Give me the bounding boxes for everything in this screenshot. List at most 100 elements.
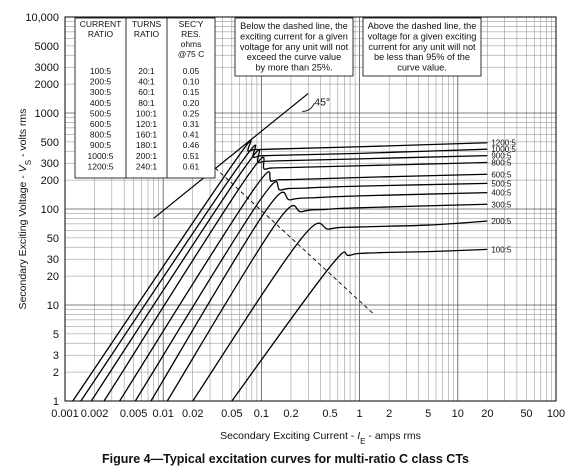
ratio-table-cell: 240:1 [136,161,158,171]
x-tick-label: 0.2 [283,408,298,420]
ratio-table-cell: 500:5 [90,108,112,118]
ratio-table-cell: 600:5 [90,119,112,129]
y-tick-label: 20 [47,271,59,283]
y-tick-label: 5 [53,329,59,341]
ratio-table-cell: 200:1 [136,151,158,161]
ratio-table-cell: 100:1 [136,108,158,118]
x-tick-label: 0.5 [322,408,337,420]
y-tick-label: 3 [53,350,59,362]
y-tick-label: 300 [41,158,59,170]
ratio-table-cell: 0.15 [183,87,200,97]
x-tick-label: 1 [357,408,363,420]
annotation-line: by more than 25%. [255,63,332,73]
x-tick-label: 10 [452,408,464,420]
ratio-table-header: CURRENT [80,19,122,29]
ratio-table-header: RES. [181,29,201,39]
y-tick-label: 500 [41,137,59,149]
x-tick-label: 0.01 [152,408,173,420]
ratio-table-cell: 0.51 [183,151,200,161]
annotation-line: Below the dashed line, the [240,21,348,31]
curve-400-5 [150,191,488,402]
curve-label: 200:5 [491,217,512,226]
annotation-line: curve value. [397,63,447,73]
x-tick-label: 0.005 [120,408,148,420]
annotation-box [234,17,354,77]
ratio-table-cell: 0.41 [183,130,200,140]
excitation-curves [72,139,488,402]
curve-label: 100:5 [491,245,512,254]
excitation-chart: 45° 1200:51000:5900:5800:5600:5500:5400:… [17,12,565,446]
curve-label: 800:5 [491,159,512,168]
y-tick-label: 2 [53,367,59,379]
y-tick-label: 1000 [35,108,59,120]
ratio-table-cell: 900:5 [90,140,112,150]
y-tick-label: 100 [41,204,59,216]
curve-900-5 [90,149,488,402]
ratio-table-cell: 200:5 [90,77,112,87]
45-degree-label: 45° [314,96,330,108]
x-tick-label: 0.1 [254,408,269,420]
45-degree-arc [302,103,315,112]
ratio-table-header: @75 C [178,49,205,59]
curve-600-5 [119,171,488,402]
ratio-table-header: RATIO [88,29,114,39]
ratio-table-cell: 120:1 [136,119,158,129]
knee-dashed-line [209,162,375,315]
ratio-table-cell: 80:1 [138,98,155,108]
reference-lines: 45° [153,92,375,315]
ratio-table-frame [74,17,216,179]
x-tick-labels: 0.001 0.002 0.005 0.01 0.02 0.05 0.1 0.2 0.5 1 2 5 1… [51,408,565,420]
curve-500-5 [134,180,488,402]
x-tick-label: 2 [386,408,392,420]
ratio-table-cell: 0.10 [183,77,200,87]
ratio-table-cell: 180:1 [136,140,158,150]
x-tick-label: 0.001 [51,408,79,420]
ratio-table-cell: 0.25 [183,108,200,118]
curve-800-5 [103,156,488,402]
plot-frame [64,16,557,402]
annotation-line: exciting current for a given [240,31,348,41]
ratio-table-header: SEC'Y [179,19,204,29]
x-tick-label: 20 [481,408,493,420]
45-degree-line [153,92,309,219]
annotation-line: exceed the curve value [247,52,342,62]
y-tick-label: 200 [41,175,59,187]
y-axis-label: Secondary Exciting Voltage - VS - volts … [17,109,33,310]
curve-200-5 [192,220,488,402]
curve-label: 600:5 [491,170,512,179]
y-tick-labels: 1 2 3 5 10 20 30 50 100 200 300 500 1000 2000 3000 5000… [25,12,59,408]
ratio-table-cell: 60:1 [138,87,155,97]
x-axis-label: Secondary Exciting Current - IE - amps r… [220,430,421,446]
annotation-line: voltage for any unit will not [240,42,349,52]
ratio-table-cell: 160:1 [136,130,158,140]
ratio-table-cell: 1200:5 [88,161,114,171]
ratio-table-header: TURNS [132,19,162,29]
curve-1000-5 [80,144,488,402]
ratio-table-cell: 300:5 [90,87,112,97]
x-tick-label: 5 [425,408,431,420]
ratio-table-cell: 0.20 [183,98,200,108]
ratio-table-header: RATIO [134,29,160,39]
ratio-table-cell: 0.46 [183,140,200,150]
ratio-table-cell: 0.61 [183,161,200,171]
y-tick-label: 10,000 [25,12,59,24]
ratio-table-cell: 0.05 [183,66,200,76]
x-tick-label: 100 [547,408,565,420]
ratio-table-cell: 20:1 [138,66,155,76]
curve-100-5 [231,248,488,402]
curve-label: 500:5 [491,179,512,188]
annotation-line: voltage for a given exciting [368,31,477,41]
annotation-line: be less than 95% of the [374,52,470,62]
ratio-table-cell: 1000:5 [88,151,114,161]
y-tick-label: 1 [53,396,59,408]
annotation-box [362,17,482,77]
y-tick-label: 30 [47,254,59,266]
y-tick-label: 50 [47,233,59,245]
x-tick-label: 0.02 [182,408,203,420]
x-tick-label: 0.002 [81,408,109,420]
curve-label: 300:5 [491,200,512,209]
x-tick-label: 0.05 [221,408,242,420]
